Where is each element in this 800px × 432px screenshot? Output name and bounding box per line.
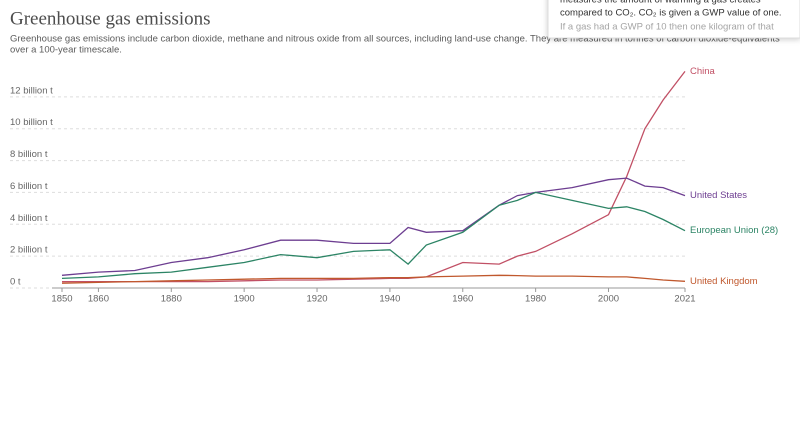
y-tick-label: 0 t	[10, 277, 21, 288]
x-tick-label: 1850	[51, 294, 72, 305]
x-tick-label: 1900	[234, 294, 255, 305]
chart-title: Greenhouse gas emissions	[10, 8, 211, 29]
plot-area: 0 t 2 billion t 4 billion t 6 billion t 8 bi…	[10, 66, 778, 305]
subtitle: Greenhouse gas emissions include carbon …	[10, 34, 780, 45]
tooltip-text: compared to CO₂. CO₂ is given a GWP valu…	[560, 8, 782, 19]
x-tick-label: 1880	[161, 294, 182, 305]
series-line	[61, 274, 686, 284]
series-line	[61, 191, 686, 280]
series-label: European Union (28)	[690, 225, 778, 236]
tooltip-text: If a gas had a GWP of 10 then one kilogr…	[560, 22, 774, 33]
series-label: United Kingdom	[690, 276, 758, 287]
x-tick-label: 1960	[452, 294, 473, 305]
x-tick-label: 1940	[379, 294, 400, 305]
subtitle: over a 100-year timescale.	[10, 45, 122, 56]
x-tick-label: 2021	[674, 294, 695, 305]
y-tick-label: 12 billion t	[10, 85, 53, 96]
tooltip-text: measures the amount of warming a gas cre…	[560, 0, 761, 6]
tooltip: measures the amount of warming a gas cre…	[547, 0, 800, 39]
y-tick-label: 6 billion t	[10, 181, 48, 192]
y-tick-label: 4 billion t	[10, 213, 48, 224]
x-tick-label: 1980	[525, 294, 546, 305]
y-tick-label: 2 billion t	[10, 245, 48, 256]
series-label: United States	[690, 190, 747, 201]
y-tick-label: 10 billion t	[10, 117, 53, 128]
y-tick-label: 8 billion t	[10, 149, 48, 160]
x-tick-label: 1860	[88, 294, 109, 305]
series-line	[61, 177, 686, 276]
series-label: China	[690, 66, 716, 77]
x-tick-label: 2000	[598, 294, 619, 305]
tooltip-box	[547, 0, 800, 39]
x-tick-label: 1920	[306, 294, 327, 305]
